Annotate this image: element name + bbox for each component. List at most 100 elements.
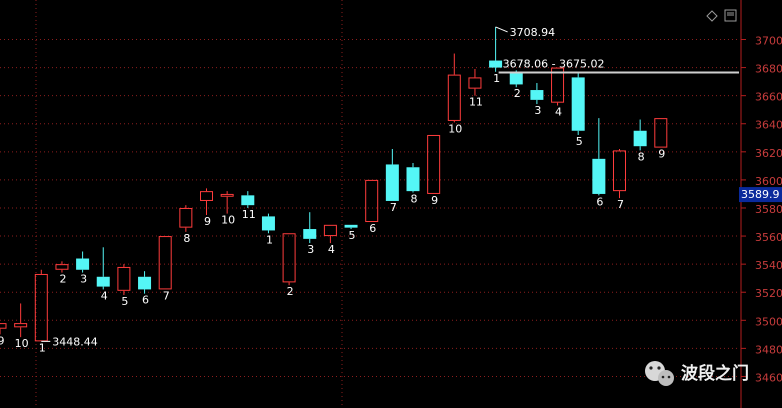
- candle: 4: [96, 247, 110, 302]
- y-tick-label: 3640: [755, 119, 782, 132]
- candle-hour-label: 7: [163, 289, 170, 302]
- candle-body-up: [117, 266, 131, 291]
- candle-body-down: [406, 167, 420, 192]
- candle-body-up: [447, 74, 461, 121]
- candle-hour-label: 6: [142, 294, 149, 307]
- candle-body-down: [344, 224, 358, 228]
- candle-hour-label: 5: [576, 135, 583, 148]
- wechat-icon-eye: [667, 375, 671, 379]
- candle-body-up: [654, 118, 668, 148]
- y-tick-label: 3540: [755, 259, 782, 272]
- candle: 10: [220, 191, 235, 227]
- candle-hour-label: 1: [493, 72, 500, 85]
- current-price-tag-background: [739, 187, 782, 203]
- candle-body-down: [96, 276, 110, 287]
- candle: 3: [303, 212, 317, 256]
- candle-body-down: [261, 216, 275, 231]
- candle: 4: [551, 67, 565, 118]
- candle-hour-label: 9: [431, 194, 438, 207]
- y-tick-label: 3680: [755, 63, 782, 76]
- candle-body-down: [138, 276, 152, 290]
- y-tick-label: 3600: [755, 175, 782, 188]
- candle: 2: [282, 233, 296, 298]
- y-tick-label: 3520: [755, 287, 782, 300]
- candle: 9: [427, 134, 441, 207]
- maximize-icon[interactable]: [724, 9, 737, 22]
- candle-body-up: [14, 323, 28, 328]
- candle: 5: [117, 264, 131, 308]
- candle-hour-label: 10: [448, 122, 462, 135]
- candle-hour-label: 5: [121, 295, 128, 308]
- candle-body-up: [0, 323, 7, 329]
- candle-hour-label: 4: [328, 243, 335, 256]
- candle-body-down: [509, 73, 523, 85]
- candle-body-up: [468, 77, 482, 89]
- candle-hour-label: 3: [80, 273, 87, 286]
- candle: 10: [447, 53, 462, 135]
- candle-hour-label: 3: [307, 243, 314, 256]
- window-controls: [706, 9, 737, 22]
- candle-hour-label: 10: [221, 214, 235, 227]
- maximize-icon-lines: [727, 12, 734, 16]
- high-pointer: [495, 26, 508, 33]
- y-tick-label: 3660: [755, 91, 782, 104]
- candle-hour-label: 6: [596, 195, 603, 208]
- candle-body-down: [241, 195, 255, 206]
- candle: 11: [468, 68, 483, 109]
- candle: 6: [365, 179, 379, 235]
- candle-body-up: [200, 191, 213, 201]
- annotation-layer: 3708.94 3448.44 3678.06 - 3675.02: [41, 26, 739, 348]
- current-price-tag: 3589.9: [739, 187, 782, 203]
- candle: 11: [241, 191, 256, 221]
- candle: 1: [489, 26, 503, 85]
- candle-hour-label: 4: [555, 105, 562, 118]
- candle-body-up: [613, 150, 626, 192]
- watermark-text: 波段之门: [681, 363, 749, 384]
- y-tick-label: 3460: [755, 371, 782, 384]
- candle: 8: [406, 163, 420, 206]
- candle-hour-label: 3: [534, 104, 541, 117]
- candle: 5: [571, 73, 585, 148]
- diamond-icon[interactable]: [706, 10, 718, 22]
- candle-hour-label: 9: [658, 148, 665, 161]
- grid-layer: [0, 0, 739, 408]
- candle-body-up: [179, 207, 193, 228]
- candle: 8: [179, 205, 193, 245]
- candle: 7: [385, 149, 399, 214]
- candle-body-down: [489, 60, 503, 68]
- candle: 8: [633, 119, 647, 163]
- candle-hour-label: 8: [638, 150, 645, 163]
- wechat-icon-eye: [657, 366, 661, 370]
- candle-hour-label: 11: [242, 208, 256, 221]
- candle-hour-label: 7: [390, 201, 397, 214]
- wechat-icon-bubble: [658, 370, 674, 386]
- y-tick-label: 3560: [755, 231, 782, 244]
- range-value-label: 3678.06 - 3675.02: [503, 57, 605, 70]
- high-value-label: 3708.94: [510, 26, 555, 39]
- candle: 3: [530, 83, 544, 117]
- candle-body-up: [282, 233, 296, 283]
- candle: 6: [592, 118, 606, 208]
- candle-hour-label: 1: [266, 233, 273, 246]
- candle-body-up: [323, 224, 337, 237]
- candle: 4: [323, 224, 337, 256]
- candle-hour-label: 11: [469, 96, 483, 109]
- candle-body-up: [365, 179, 379, 223]
- candle-body-down: [530, 90, 544, 100]
- candle-hour-label: 4: [101, 289, 108, 302]
- current-price-value: 3589.9: [741, 188, 780, 201]
- y-tick-label: 3580: [755, 203, 782, 216]
- candle-hour-label: 10: [15, 337, 29, 350]
- candle-body-up: [427, 134, 441, 194]
- candle-hour-label: 9: [204, 215, 211, 228]
- candle: 1: [261, 213, 275, 246]
- candle: 5: [344, 224, 358, 242]
- candle: 10: [14, 303, 29, 350]
- candle-hour-label: 2: [514, 87, 521, 100]
- y-tick-label: 3480: [755, 343, 782, 356]
- candle: 9: [654, 118, 668, 161]
- candle: 6: [138, 271, 152, 307]
- candle: 7: [613, 149, 626, 211]
- candle: 9: [200, 188, 213, 228]
